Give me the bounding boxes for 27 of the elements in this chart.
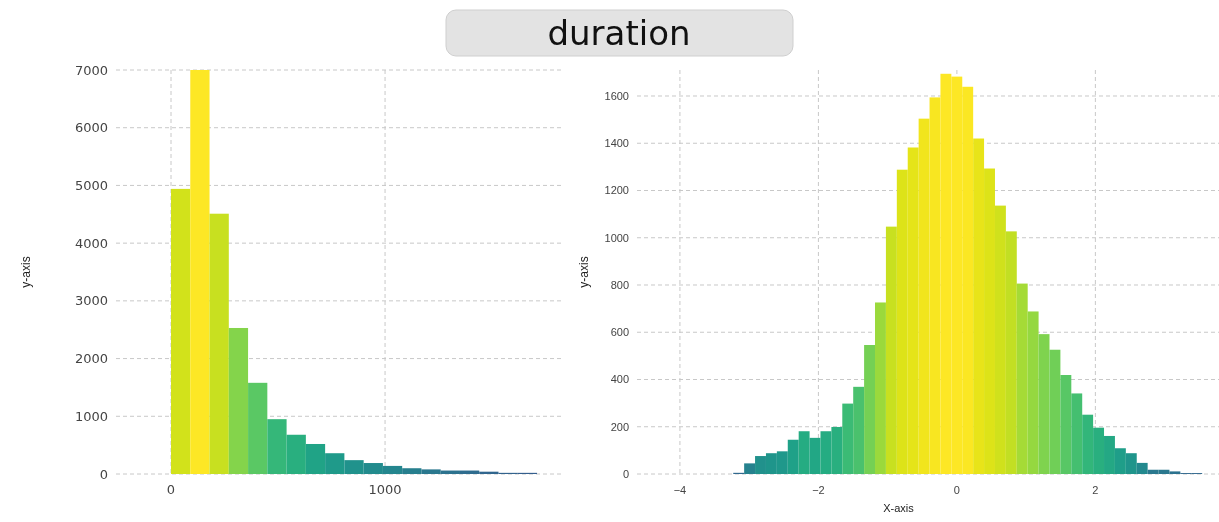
x-tick-label: −2 [812,484,825,496]
y-axis-title: y-axis [577,256,591,288]
x-tick-label: 2 [1092,484,1099,496]
y-tick-label: 600 [610,326,629,339]
x-tick-label: 0 [166,482,176,497]
y-tick-label: 0 [99,466,108,482]
y-tick-label: 200 [610,420,629,433]
y-tick-label: 400 [610,373,629,386]
x-tick-label: 0 [953,484,960,496]
y-tick-label: 2000 [74,351,108,367]
y-axis-title: y-axis [19,256,33,288]
y-tick-label: 5000 [74,177,108,193]
y-tick-label: 0 [622,467,629,480]
y-tick-label: 7000 [74,62,108,78]
y-tick-label: 1600 [604,89,629,102]
y-tick-label: 800 [610,278,629,291]
x-axis-title: X-axis [883,502,915,514]
y-tick-label: 6000 [74,120,108,136]
y-tick-label: 1000 [604,231,629,244]
y-tick-label: 1200 [604,184,629,197]
y-tick-label: 1400 [604,137,629,150]
y-tick-label: 3000 [74,293,108,309]
x-tick-label: −4 [673,484,687,496]
chart-title: duration [547,13,691,53]
x-tick-label: 1000 [368,482,402,497]
y-tick-label: 4000 [74,235,108,251]
y-tick-label: 1000 [74,408,108,424]
